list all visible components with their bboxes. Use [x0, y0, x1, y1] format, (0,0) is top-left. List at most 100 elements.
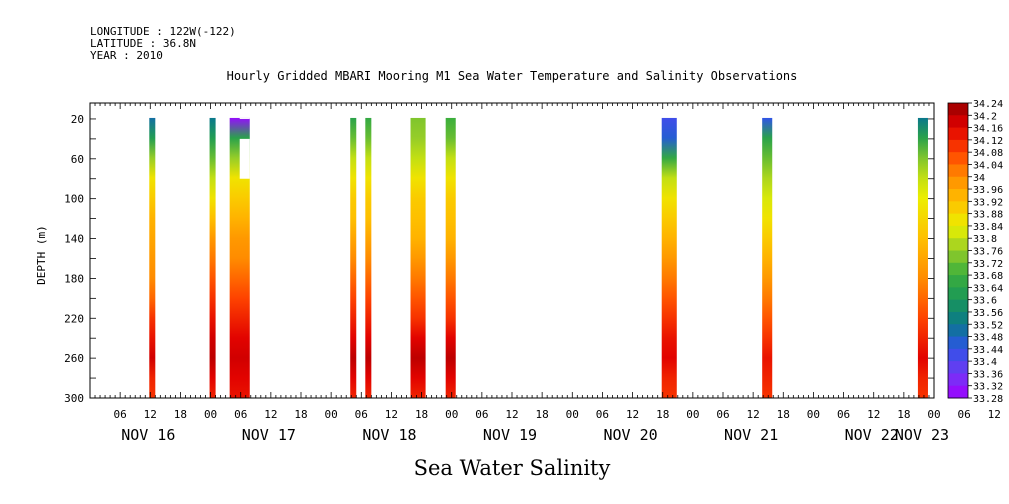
longitude-label: LONGITUDE : 122W(-122) [90, 25, 236, 38]
x-hour-tick-label: 06 [475, 408, 488, 421]
colorbar-segment [948, 115, 968, 129]
x-hour-tick-label: 18 [415, 408, 428, 421]
x-hour-tick-label: 06 [958, 408, 971, 421]
colorbar-label: 33.6 [973, 296, 997, 307]
colorbar-label: 33.92 [973, 197, 1003, 208]
salinity-column [229, 117, 250, 398]
y-tick-label: 300 [64, 392, 84, 405]
x-day-label: NOV 22 [845, 426, 899, 444]
x-hour-tick-label: 12 [867, 408, 880, 421]
latitude-label: LATITUDE : 36.8N [90, 37, 196, 50]
x-day-label: NOV 21 [724, 426, 778, 444]
salinity-column [209, 117, 216, 398]
x-hour-tick-label: 18 [897, 408, 910, 421]
x-hour-tick-label: 00 [807, 408, 820, 421]
salinity-column [350, 117, 357, 398]
y-tick-label: 20 [71, 113, 84, 126]
colorbar-segment [948, 348, 968, 362]
colorbar-segment [948, 385, 968, 399]
colorbar-segment [948, 139, 968, 153]
colorbar-segment [948, 299, 968, 313]
x-hour-tick-label: 00 [927, 408, 940, 421]
y-tick-label: 220 [64, 312, 84, 325]
x-day-label: NOV 20 [603, 426, 657, 444]
colorbar-label: 34.12 [973, 136, 1003, 147]
colorbar-segment [948, 152, 968, 165]
colorbar-label: 33.68 [973, 271, 1003, 282]
colorbar-segment [948, 238, 968, 251]
colorbar-label: 33.72 [973, 259, 1003, 270]
x-hour-tick-label: 00 [204, 408, 217, 421]
axes: 06 12 18 00 06 12 18 00 06 12 18 00 06 12 18 00 06 12 18 00… [64, 102, 1001, 444]
x-hour-tick-label: 00 [566, 408, 579, 421]
x-hour-tick-label: 06 [596, 408, 609, 421]
x-hour-tick-label: 12 [988, 408, 1001, 421]
colorbar-label: 34.2 [973, 111, 997, 122]
colorbar-segment [948, 373, 968, 387]
colorbar-label: 33.56 [973, 308, 1003, 319]
x-hour-tick-label: 06 [114, 408, 127, 421]
missing-data-gap [239, 117, 250, 119]
colorbar-label: 33.8 [973, 234, 997, 245]
x-axis-title: Sea Water Salinity [414, 456, 611, 480]
x-hour-tick-label: 00 [325, 408, 338, 421]
salinity-column [762, 117, 773, 398]
x-hour-tick-label: 06 [837, 408, 850, 421]
x-hour-tick-label: 12 [264, 408, 277, 421]
salinity-column [917, 117, 928, 398]
x-hour-tick-label: 06 [716, 408, 729, 421]
x-day-label: NOV 18 [362, 426, 416, 444]
colorbar-segment [948, 361, 968, 374]
colorbar-label: 33.4 [973, 357, 997, 368]
x-hour-tick-label: 06 [355, 408, 368, 421]
salinity-column [365, 117, 372, 398]
colorbar-label: 34.08 [973, 148, 1003, 159]
colorbar-segment [948, 103, 968, 116]
x-hour-tick-label: 00 [445, 408, 458, 421]
colorbar-segment [948, 201, 968, 215]
x-hour-tick-label: 18 [536, 408, 549, 421]
colorbar-segment [948, 336, 968, 350]
x-day-label: NOV 19 [483, 426, 537, 444]
y-tick-label: 100 [64, 193, 84, 206]
colorbar-segment [948, 189, 968, 202]
colorbar-label: 33.52 [973, 320, 1003, 331]
year-label: YEAR : 2010 [90, 49, 163, 62]
colorbar-segment [948, 287, 968, 301]
colorbar-segment [948, 262, 968, 276]
colorbar-segment [948, 164, 968, 178]
colorbar-segment [948, 311, 968, 325]
x-hour-tick-label: 18 [174, 408, 187, 421]
colorbar-segment [948, 176, 968, 190]
x-day-label: NOV 17 [242, 426, 296, 444]
colorbar-label: 33.44 [973, 345, 1003, 356]
missing-data-gap [239, 138, 250, 179]
colorbar-segment [948, 250, 968, 264]
colorbar-segment [948, 324, 968, 338]
y-tick-label: 140 [64, 233, 84, 246]
plot-background [90, 103, 934, 398]
colorbar-label: 33.96 [973, 185, 1003, 196]
x-hour-tick-label: 12 [626, 408, 639, 421]
colorbar-label: 33.64 [973, 283, 1003, 294]
y-tick-label: 260 [64, 352, 84, 365]
y-axis-title: DEPTH (m) [35, 225, 48, 285]
colorbar-label: 34 [973, 173, 985, 184]
x-hour-tick-label: 06 [234, 408, 247, 421]
colorbar-segment [948, 213, 968, 227]
colorbar-segment [948, 275, 968, 288]
x-hour-tick-label: 12 [747, 408, 760, 421]
x-hour-tick-label: 18 [656, 408, 669, 421]
salinity-column [445, 117, 456, 398]
colorbar-label: 34.24 [973, 99, 1003, 110]
plot-area [90, 103, 934, 398]
colorbar-segment [948, 127, 968, 141]
x-day-label: NOV 23 [895, 426, 949, 444]
x-hour-tick-label: 12 [505, 408, 518, 421]
salinity-column [410, 117, 426, 398]
salinity-column [661, 117, 677, 398]
x-hour-tick-label: 12 [144, 408, 157, 421]
x-hour-tick-label: 00 [686, 408, 699, 421]
